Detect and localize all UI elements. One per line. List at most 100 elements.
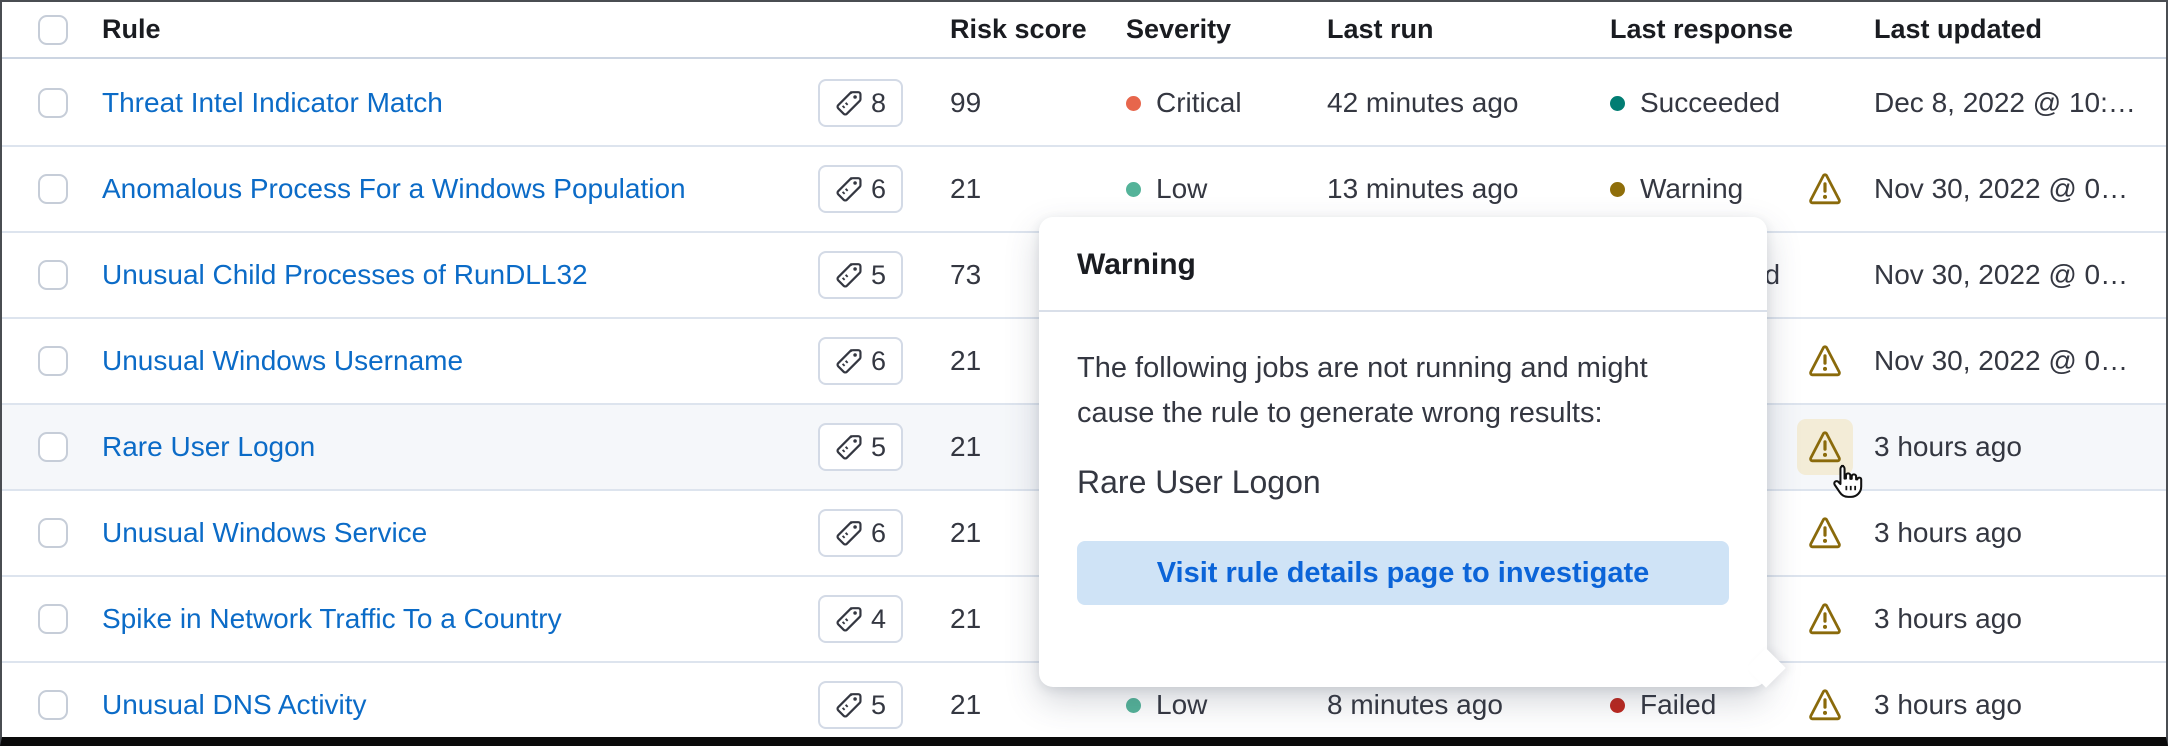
rule-link[interactable]: Unusual Windows Service	[102, 517, 428, 548]
tags-badge[interactable]: 6	[818, 337, 904, 385]
popover-job-name: Rare User Logon	[1077, 464, 1321, 500]
warning-triangle-icon[interactable]	[1797, 333, 1853, 389]
column-header-rule: Rule	[102, 14, 161, 44]
row-checkbox[interactable]	[38, 346, 68, 376]
table-row: Anomalous Process For a Windows Populati…	[2, 147, 2166, 233]
row-checkbox-cell	[38, 61, 68, 145]
last-updated-cell: Dec 8, 2022 @ 10:…	[1874, 87, 2136, 118]
rule-link[interactable]: Unusual Child Processes of RunDLL32	[102, 259, 588, 290]
row-checkbox[interactable]	[38, 88, 68, 118]
tags-badge[interactable]: 6	[818, 165, 904, 213]
row-checkbox-cell	[38, 233, 68, 317]
hand-cursor	[1826, 457, 1870, 501]
popover-body: The following jobs are not running and m…	[1039, 312, 1767, 605]
row-checkbox-cell	[38, 147, 68, 231]
column-header-severity: Severity	[1126, 14, 1232, 44]
column-header-last-response: Last response	[1610, 14, 1794, 44]
row-checkbox[interactable]	[38, 690, 68, 720]
tags-cell: 5	[818, 663, 904, 737]
warning-popover: Warning The following jobs are not runni…	[1039, 217, 1786, 688]
severity-label: Low	[1156, 689, 1208, 720]
tags-cell: 6	[818, 491, 904, 575]
tags-badge[interactable]: 5	[818, 251, 904, 299]
tag-count: 6	[871, 345, 887, 376]
rule-link[interactable]: Anomalous Process For a Windows Populati…	[102, 173, 686, 204]
row-checkbox[interactable]	[38, 174, 68, 204]
warning-triangle-icon[interactable]	[1797, 161, 1853, 217]
last-updated-cell: 3 hours ago	[1874, 431, 2022, 462]
tag-count: 8	[871, 87, 887, 118]
row-checkbox[interactable]	[38, 260, 68, 290]
rule-link[interactable]: Unusual Windows Username	[102, 345, 464, 376]
last-updated-cell: Nov 30, 2022 @ 0…	[1874, 259, 2129, 290]
row-checkbox[interactable]	[38, 604, 68, 634]
tags-badge[interactable]: 8	[818, 79, 904, 127]
tag-count: 6	[871, 517, 887, 548]
table-row: Threat Intel Indicator Match 8 99 Critical 4…	[2, 61, 2166, 147]
warning-triangle-icon[interactable]	[1797, 677, 1853, 733]
row-checkbox[interactable]	[38, 432, 68, 462]
rule-name-cell: Unusual Windows Username	[102, 319, 463, 403]
row-checkbox-cell	[38, 405, 68, 489]
row-checkbox-cell	[38, 577, 68, 661]
risk-score-cell: 21	[950, 345, 982, 376]
rule-link[interactable]: Threat Intel Indicator Match	[102, 87, 443, 118]
tag-count: 4	[871, 603, 887, 634]
tag-icon	[836, 262, 862, 288]
last-updated-cell: Nov 30, 2022 @ 0…	[1874, 173, 2129, 204]
severity-label: Low	[1156, 173, 1208, 204]
risk-score-cell: 99	[950, 87, 982, 118]
row-checkbox-cell	[38, 491, 68, 575]
tag-icon	[836, 434, 862, 460]
risk-score-cell: 21	[950, 517, 982, 548]
select-all-checkbox[interactable]	[38, 15, 68, 45]
rule-link[interactable]: Spike in Network Traffic To a Country	[102, 603, 562, 634]
severity-cell: Low	[1126, 147, 1207, 231]
rule-name-cell: Anomalous Process For a Windows Populati…	[102, 147, 686, 231]
popover-title: Warning	[1039, 217, 1767, 312]
popover-message: The following jobs are not running and m…	[1077, 352, 1648, 429]
severity-dot	[1126, 697, 1141, 713]
tags-cell: 4	[818, 577, 904, 661]
tag-count: 5	[871, 431, 887, 462]
severity-label: Critical	[1156, 87, 1242, 118]
rule-warning-cell	[1796, 319, 1854, 403]
tag-icon	[836, 176, 862, 202]
risk-score-cell: 21	[950, 431, 982, 462]
rule-name-cell: Unusual DNS Activity	[102, 663, 367, 737]
rule-link[interactable]: Rare User Logon	[102, 431, 316, 462]
rule-warning-cell	[1796, 147, 1854, 231]
tag-icon	[836, 348, 862, 374]
tag-count: 6	[871, 173, 887, 204]
rule-link[interactable]: Unusual DNS Activity	[102, 689, 367, 720]
tags-cell: 8	[818, 61, 904, 145]
last-updated-cell: 3 hours ago	[1874, 603, 2022, 634]
column-header-last-run: Last run	[1327, 14, 1434, 44]
last-updated-cell: 3 hours ago	[1874, 517, 2022, 548]
rule-warning-cell	[1796, 491, 1854, 575]
row-checkbox-cell	[38, 663, 68, 737]
tags-badge[interactable]: 5	[818, 423, 904, 471]
tags-cell: 6	[818, 147, 904, 231]
tags-badge[interactable]: 6	[818, 509, 904, 557]
severity-cell: Low	[1126, 663, 1208, 737]
last-updated-cell: Nov 30, 2022 @ 0…	[1874, 345, 2129, 376]
severity-dot	[1126, 181, 1141, 197]
warning-triangle-icon[interactable]	[1797, 505, 1853, 561]
last-response-cell: Failed	[1610, 663, 1716, 737]
warning-triangle-icon[interactable]	[1797, 591, 1853, 647]
visit-rule-details-button[interactable]: Visit rule details page to investigate	[1077, 541, 1729, 605]
last-run-cell: 8 minutes ago	[1327, 689, 1503, 720]
row-checkbox[interactable]	[38, 518, 68, 548]
tag-icon	[836, 520, 862, 546]
row-checkbox-cell	[38, 319, 68, 403]
tags-badge[interactable]: 4	[818, 595, 904, 643]
last-run-cell: 42 minutes ago	[1327, 87, 1519, 118]
rule-name-cell: Spike in Network Traffic To a Country	[102, 577, 562, 661]
rule-warning-cell	[1796, 663, 1854, 737]
risk-score-cell: 21	[950, 173, 982, 204]
response-label: Warning	[1640, 173, 1744, 204]
tags-badge[interactable]: 5	[818, 681, 904, 729]
column-header-last-updated: Last updated	[1874, 14, 2043, 44]
